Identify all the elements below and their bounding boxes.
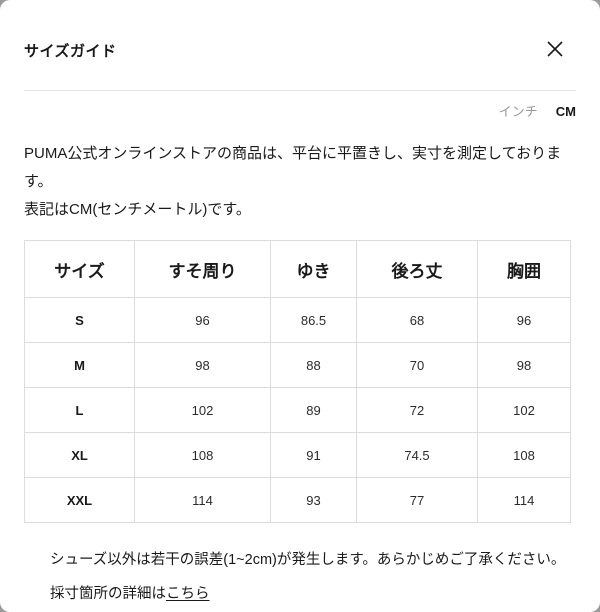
unit-option-cm[interactable]: CM xyxy=(555,104,576,119)
table-row-l: L 102 89 72 102 xyxy=(24,387,571,433)
tolerance-note: シューズ以外は若干の誤差(1~2cm)が発生します。あらかじめご了承ください。 xyxy=(50,552,566,568)
table-cell: 74.5 xyxy=(356,432,478,478)
table-cell: 77 xyxy=(356,477,478,523)
description-line-2: 表記はCM(センチメートル)です。 xyxy=(24,201,251,218)
table-cell: 86.5 xyxy=(270,297,357,343)
table-cell: 72 xyxy=(356,387,478,433)
unit-option-inch[interactable]: インチ xyxy=(498,104,538,119)
close-button[interactable] xyxy=(542,37,568,63)
table-cell: 108 xyxy=(134,432,271,478)
table-cell: 89 xyxy=(270,387,357,433)
table-cell: 114 xyxy=(134,477,271,523)
table-cell: 98 xyxy=(134,342,271,388)
unit-toggle: インチ CM xyxy=(24,104,576,120)
table-cell: 68 xyxy=(356,297,478,343)
table-cell: 102 xyxy=(134,387,271,433)
footer-notes: シューズ以外は若干の誤差(1~2cm)が発生します。あらかじめご了承ください。 … xyxy=(24,549,576,605)
table-row-s: S 96 86.5 68 96 xyxy=(24,297,571,343)
size-table-header: サイズ すそ周り ゆき 後ろ丈 胸囲 xyxy=(24,240,571,298)
detail-prefix: 採寸箇所の詳細は xyxy=(50,586,166,602)
page-title: サイズガイド xyxy=(24,42,117,60)
description-line-1: PUMA公式オンラインストアの商品は、平台に平置きし、実寸を測定しております。 xyxy=(24,145,562,190)
modal-header: サイズガイド xyxy=(24,0,576,62)
table-cell: 102 xyxy=(477,387,571,433)
column-header-hem: すそ周り xyxy=(134,240,271,298)
column-header-back-length: 後ろ丈 xyxy=(356,240,478,298)
table-cell: 114 xyxy=(477,477,571,523)
table-cell: 88 xyxy=(270,342,357,388)
size-label: XXL xyxy=(24,477,135,523)
close-icon xyxy=(545,39,565,62)
size-table-body: S 96 86.5 68 96 M 98 88 70 98 L 102 89 7… xyxy=(24,297,571,523)
size-label: L xyxy=(24,387,135,433)
table-cell: 96 xyxy=(477,297,571,343)
table-cell: 93 xyxy=(270,477,357,523)
column-header-chest: 胸囲 xyxy=(477,240,571,298)
size-label: M xyxy=(24,342,135,388)
detail-link[interactable]: こちら xyxy=(166,586,210,602)
table-cell: 108 xyxy=(477,432,571,478)
table-cell: 96 xyxy=(134,297,271,343)
table-cell: 70 xyxy=(356,342,478,388)
measurement-description: PUMA公式オンラインストアの商品は、平台に平置きし、実寸を測定しております。 … xyxy=(24,140,576,224)
header-row: サイズ すそ周り ゆき 後ろ丈 胸囲 xyxy=(24,240,571,298)
size-table: サイズ すそ周り ゆき 後ろ丈 胸囲 S 96 86.5 68 96 M 98 … xyxy=(24,240,571,523)
column-header-size: サイズ xyxy=(24,240,135,298)
table-cell: 91 xyxy=(270,432,357,478)
column-header-yuki: ゆき xyxy=(270,240,357,298)
table-row-xl: XL 108 91 74.5 108 xyxy=(24,432,571,478)
header-divider xyxy=(24,90,576,91)
size-label: S xyxy=(24,297,135,343)
detail-line: 採寸箇所の詳細はこちら xyxy=(50,583,576,605)
size-label: XL xyxy=(24,432,135,478)
table-row-m: M 98 88 70 98 xyxy=(24,342,571,388)
table-row-xxl: XXL 114 93 77 114 xyxy=(24,477,571,523)
table-cell: 98 xyxy=(477,342,571,388)
